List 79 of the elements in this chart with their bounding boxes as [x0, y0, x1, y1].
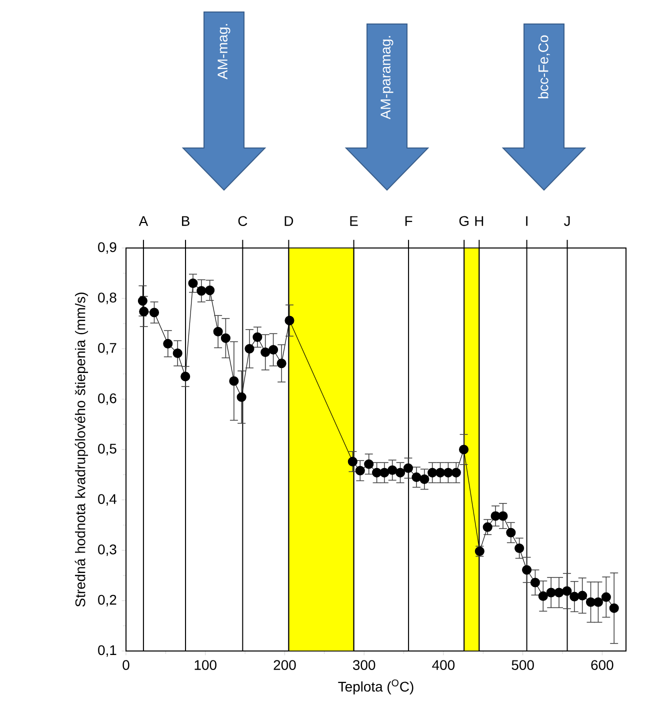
ref-line-label: B: [182, 216, 190, 226]
x-tick-label: 600: [591, 660, 614, 670]
point: [601, 592, 611, 602]
point: [546, 588, 556, 598]
point: [220, 333, 230, 343]
y-tick-label: 0,3: [98, 544, 116, 556]
x-tick-label: 400: [432, 660, 455, 670]
point: [348, 456, 358, 466]
point: [205, 286, 215, 296]
x-tick-label: 100: [194, 660, 216, 670]
x-tick-label: 200: [274, 660, 296, 670]
point: [180, 372, 190, 382]
x-tick-label: 300: [352, 660, 376, 670]
x-tick-label: 500: [512, 660, 534, 670]
point: [538, 591, 548, 601]
text: AM-mag.: [218, 24, 230, 80]
y-axis-title: Stredná hodnota kvadrupólového štiepenia (mm/s): [74, 292, 88, 607]
x-axis-title: Teplota ($^{O}$C): [338, 679, 414, 694]
point: [609, 603, 619, 613]
point: [229, 376, 239, 386]
ref-line-label: D: [284, 216, 294, 226]
point: [482, 522, 492, 532]
y-tick-label: 0,4: [98, 494, 116, 506]
point: [443, 468, 454, 478]
point: [458, 444, 469, 454]
x-tick-label: 0: [122, 660, 130, 670]
text: AM-paramag.: [380, 36, 394, 120]
point: [284, 316, 294, 326]
point: [514, 543, 524, 554]
point: [530, 578, 540, 588]
point: [578, 590, 588, 600]
y-tick-label: 0,5: [98, 444, 116, 456]
y-tick-label: 0,2: [98, 594, 116, 606]
y-tick-label: 0,1: [98, 645, 116, 657]
y-tick-label: 0,9: [98, 242, 116, 254]
y-tick-label: 0,8: [98, 292, 116, 304]
point: [562, 586, 572, 596]
y-tick-label: 0,7: [98, 342, 116, 355]
point: [364, 459, 374, 469]
ref-line-label: C: [238, 216, 248, 226]
y-tick-label: 0,6: [98, 393, 116, 405]
point: [260, 347, 270, 358]
point: [412, 472, 422, 482]
ref-line-label: H: [475, 216, 484, 226]
ref-line-label: J: [564, 216, 570, 226]
point: [276, 358, 286, 368]
point: [554, 588, 564, 598]
ref-line-label: G: [459, 216, 468, 226]
ref-line-label: F: [405, 216, 412, 226]
point: [403, 463, 414, 473]
point: [388, 465, 398, 475]
point: [593, 597, 603, 607]
point: [498, 511, 508, 521]
point: [188, 278, 198, 288]
point: [252, 332, 262, 342]
point: [396, 468, 406, 478]
point: [196, 286, 206, 296]
point: [244, 344, 254, 354]
point: [451, 468, 461, 478]
point: [436, 468, 446, 478]
ref-line-label: E: [350, 216, 358, 226]
point: [213, 326, 223, 336]
point: [138, 296, 148, 306]
point: [428, 468, 438, 478]
point: [506, 528, 516, 538]
point: [570, 592, 580, 602]
point: [163, 338, 173, 348]
point: [420, 474, 430, 484]
point: [355, 466, 365, 476]
ref-line-label: A: [138, 216, 148, 226]
point: [172, 348, 182, 358]
point: [522, 565, 532, 575]
point: [236, 392, 246, 402]
point: [149, 308, 160, 318]
point: [380, 468, 390, 478]
point: [139, 306, 149, 316]
ref-line-label: I: [526, 216, 528, 226]
text: bcc-Fe,Co: [538, 35, 550, 98]
point: [268, 344, 278, 355]
